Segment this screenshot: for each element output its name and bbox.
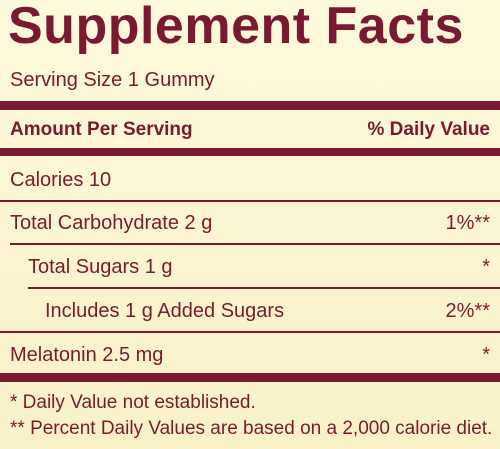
row-value: * xyxy=(482,344,490,366)
rule xyxy=(28,287,500,289)
rule xyxy=(0,200,500,202)
rule xyxy=(10,243,500,245)
footnote: * Daily Value not established. xyxy=(10,392,256,413)
row-label: Includes 1 g Added Sugars xyxy=(45,300,285,322)
thick-rule xyxy=(0,148,500,156)
row-label: Melatonin 2.5 mg xyxy=(10,344,164,366)
column-header: % Daily Value xyxy=(367,119,490,140)
row-label: Total Carbohydrate 2 g xyxy=(10,212,213,234)
title: Supplement Facts xyxy=(8,0,464,55)
serving-size: Serving Size 1 Gummy xyxy=(10,69,215,91)
row-label: Total Sugars 1 g xyxy=(28,256,173,278)
row-value: 2%** xyxy=(445,300,490,322)
footnote: ** Percent Daily Values are based on a 2… xyxy=(10,418,493,439)
row-value: * xyxy=(482,256,490,278)
row-label: Calories 10 xyxy=(10,169,112,191)
thick-rule xyxy=(0,373,500,382)
thick-rule xyxy=(0,101,500,110)
row-value: 1%** xyxy=(445,212,490,234)
column-header: Amount Per Serving xyxy=(10,119,193,140)
rule xyxy=(0,331,500,333)
